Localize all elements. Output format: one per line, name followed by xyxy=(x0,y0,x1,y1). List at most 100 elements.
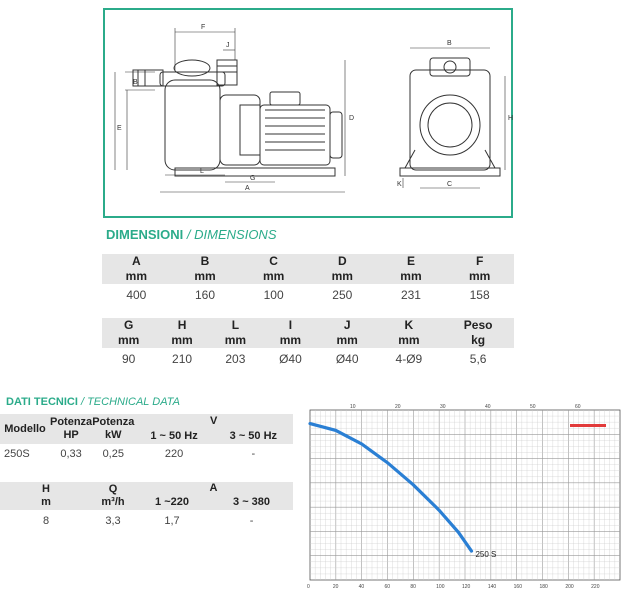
dim-unit: mm xyxy=(118,333,140,347)
dim-unit: mm xyxy=(336,333,358,347)
header-q-unit: m³/h xyxy=(101,496,125,508)
top-tick-label: 10 xyxy=(350,404,356,410)
cell-h: 8 xyxy=(42,515,50,527)
technical-title-text: DATI TECNICI xyxy=(6,396,78,408)
bottom-tick-label: 0 xyxy=(307,584,310,590)
dim-value-b: 160 xyxy=(194,288,215,302)
technical-title: DATI TECNICI / TECHNICAL DATA xyxy=(6,396,180,408)
dim-label-g: G xyxy=(250,175,255,182)
dim-code: D xyxy=(337,254,347,268)
dim-code: L xyxy=(231,318,240,332)
header-a-three-phase: 3 ~ 380 xyxy=(210,495,293,510)
chart-red-marker xyxy=(570,424,606,427)
bottom-tick-label: 80 xyxy=(410,584,416,590)
dim-unit: mm xyxy=(224,333,247,347)
dim-value-j: Ø40 xyxy=(335,352,359,366)
dim-value-l: 203 xyxy=(225,352,246,366)
dim-code: B xyxy=(200,254,210,268)
bottom-tick-label: 100 xyxy=(436,584,445,590)
header-a-single-phase: 1 ~220 xyxy=(134,495,211,510)
dim-unit: kg xyxy=(471,333,486,347)
dim-code: I xyxy=(288,318,293,332)
header-q: Q m³/h xyxy=(92,482,134,510)
header-v-single-phase: 1 ~ 50 Hz xyxy=(134,429,214,444)
dim-value-h: 210 xyxy=(172,352,193,366)
table-row: 8 3,3 1,7 - xyxy=(0,510,293,532)
header-potenza-kw: Potenza kW xyxy=(92,414,135,444)
dim-label-l: L xyxy=(200,168,204,175)
performance-chart: 10 20 30 40 50 60 0 20 40 60 80 100 120 140 160 180 200… xyxy=(307,404,621,590)
header-v: V xyxy=(134,414,293,429)
bottom-tick-label: 180 xyxy=(540,584,549,590)
dimensions-title: DIMENSIONI / DIMENSIONS xyxy=(106,227,277,242)
chart-grid xyxy=(310,410,620,580)
dim-code: J xyxy=(343,318,351,332)
cell-a1: 1,7 xyxy=(164,515,180,527)
chart-top-axis: 10 20 30 40 50 60 xyxy=(350,404,581,410)
dim-label-a: A xyxy=(245,185,250,192)
series-line-250s xyxy=(308,422,474,553)
chart-bottom-axis: 0 20 40 60 80 100 120 140 160 180 200 220 xyxy=(307,584,600,590)
bottom-tick-label: 140 xyxy=(488,584,497,590)
dim-label-b-front: B xyxy=(447,40,452,47)
dimensions-title-text: DIMENSIONI xyxy=(106,227,184,242)
top-tick-label: 60 xyxy=(575,404,581,410)
dim-code: E xyxy=(406,254,415,268)
top-tick-label: 30 xyxy=(440,404,446,410)
dim-value-f: 158 xyxy=(469,288,490,302)
bottom-tick-label: 200 xyxy=(565,584,574,590)
cell-hp: 0,33 xyxy=(60,448,82,460)
header-modello: Modello xyxy=(0,414,50,444)
dim-value-i: Ø40 xyxy=(279,352,302,366)
bottom-tick-label: 20 xyxy=(333,584,339,590)
dim-value-c: 100 xyxy=(263,288,284,302)
dim-unit: mm xyxy=(125,269,147,283)
technical-subtitle-text: / TECHNICAL DATA xyxy=(80,396,180,408)
dim-unit: mm xyxy=(194,269,216,283)
dim-label-c: C xyxy=(447,181,452,188)
technical-table-2: H m Q m³/h A 1 ~220 3 ~ 380 8 3,3 1,7 - xyxy=(0,482,293,532)
dim-value-d: 250 xyxy=(332,288,353,302)
header-h-unit: m xyxy=(41,496,51,508)
dim-unit: mm xyxy=(398,333,420,347)
dim-code: A xyxy=(131,254,141,268)
dim-code: K xyxy=(404,318,414,332)
top-tick-label: 40 xyxy=(485,404,491,410)
top-tick-label: 50 xyxy=(530,404,536,410)
dim-label-e: E xyxy=(117,125,122,132)
dimensions-value-row-2: 90 210 203 Ø40 Ø40 4-Ø9 5,6 xyxy=(102,348,514,370)
header-potenza-hp: Potenza HP xyxy=(50,414,93,444)
dim-unit: mm xyxy=(171,333,193,347)
dim-value-g: 90 xyxy=(122,352,136,366)
dim-unit: mm xyxy=(468,269,491,283)
dim-unit: mm xyxy=(262,269,285,283)
header-a: A xyxy=(134,482,293,495)
bottom-tick-label: 40 xyxy=(359,584,365,590)
dim-label-b-side: B xyxy=(133,79,138,86)
header-v-three-phase: 3 ~ 50 Hz xyxy=(213,429,293,444)
dim-code: C xyxy=(269,254,278,268)
technical-table-1: Modello Potenza HP Potenza kW V 1 ~ 50 H… xyxy=(0,414,293,464)
technical-drawing-frame: F J B E D L G A B H K C xyxy=(103,8,513,218)
dim-value-e: 231 xyxy=(400,288,421,302)
dim-code: F xyxy=(475,254,484,268)
cell-kw: 0,25 xyxy=(102,448,124,460)
header-q-code: Q xyxy=(108,483,118,495)
bottom-tick-label: 60 xyxy=(385,584,391,590)
dimensions-value-row-1: 400 160 100 250 231 158 xyxy=(102,284,514,306)
bottom-tick-label: 220 xyxy=(591,584,600,590)
dim-label-h: H xyxy=(508,115,513,122)
cell-a3: - xyxy=(249,515,254,527)
